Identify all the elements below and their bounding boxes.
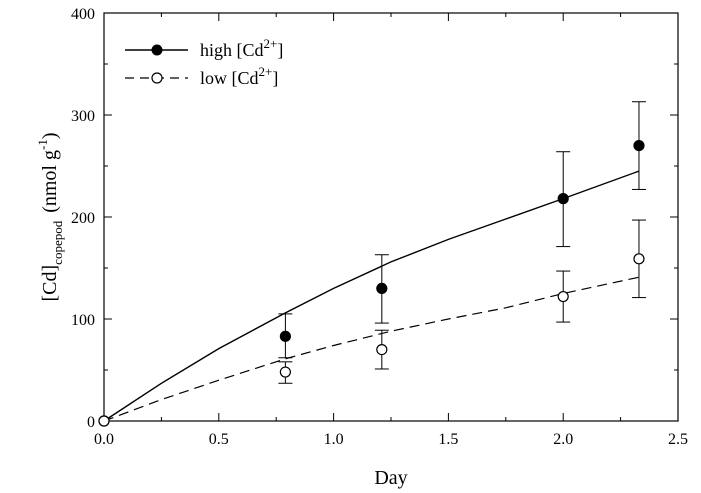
series-layer — [98, 101, 646, 427]
data-point-low-2 — [376, 344, 388, 356]
x-axis-ticks: 0.0 0.5 1.0 1.5 2.0 2.5 — [94, 13, 688, 448]
x-tick-label-4: 2.0 — [553, 431, 573, 448]
legend-label-low: low [Cd2+] — [200, 64, 278, 88]
data-point-high-3 — [557, 193, 569, 205]
data-point-low-0 — [98, 415, 110, 427]
plot-frame — [103, 12, 679, 422]
legend-label-high: high [Cd2+] — [200, 36, 283, 60]
legend: high [Cd2+] low [Cd2+] — [125, 36, 283, 88]
y-tick-label-1: 100 — [71, 312, 95, 329]
data-point-high-2 — [376, 282, 388, 294]
x-axis-title: Day — [374, 467, 407, 489]
y-tick-label-0: 0 — [87, 414, 95, 431]
y-tick-label-2: 200 — [71, 210, 95, 227]
y-axis-title-unit-close: ) — [39, 132, 61, 139]
legend-marker-low — [151, 72, 163, 84]
fit-line-high — [103, 170, 640, 422]
y-axis-title-subscript: copepod — [50, 220, 65, 265]
x-tick-label-5: 2.5 — [668, 431, 688, 448]
y-axis-ticks: 0 100 200 300 400 — [71, 6, 678, 431]
x-tick-label-2: 1.0 — [324, 431, 344, 448]
data-point-low-3 — [557, 290, 569, 303]
x-tick-label-1: 0.5 — [209, 431, 229, 448]
data-point-low-1 — [279, 366, 291, 378]
y-axis-title-main: [Cd] — [39, 265, 61, 302]
x-tick-label-3: 1.5 — [438, 431, 458, 448]
data-point-high-1 — [279, 330, 291, 342]
data-point-low-4 — [633, 253, 645, 265]
data-point-high-4 — [633, 140, 645, 152]
legend-marker-high — [151, 44, 163, 56]
y-axis-title-unit: (nmol g — [39, 150, 61, 213]
y-axis-title-unit-sup: -1 — [35, 139, 50, 150]
y-axis-title: [Cd]copepod (nmol g-1) — [35, 132, 65, 301]
x-tick-label-0: 0.0 — [94, 431, 114, 448]
y-tick-label-3: 300 — [71, 108, 95, 125]
y-tick-label-4: 400 — [71, 6, 95, 23]
